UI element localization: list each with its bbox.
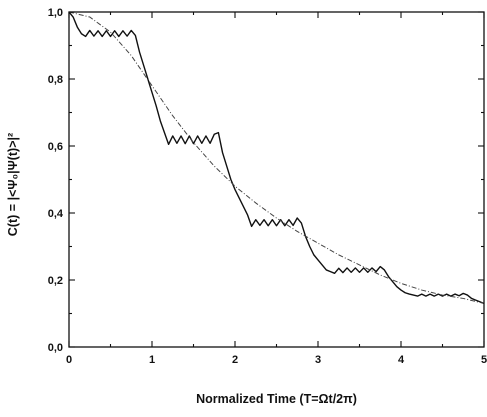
x-tick-label: 4: [398, 354, 405, 366]
y-tick-label: 0,8: [48, 74, 63, 86]
x-tick-label: 2: [232, 354, 238, 366]
y-tick-label: 0,0: [48, 342, 63, 354]
plot-frame: [68, 11, 485, 348]
y-axis-title: C(t) = |<Ψ₀|Ψ(t)>|²: [6, 133, 20, 236]
series-line-dash-dot: [69, 12, 484, 304]
series-line-solid: [69, 12, 484, 305]
series-layer: [69, 12, 484, 305]
x-axis-title: Normalized Time (T=Ωt/2π): [196, 392, 357, 406]
x-tick-label: 5: [481, 354, 487, 366]
y-tick-label: 0,2: [48, 275, 63, 287]
x-tick-label: 0: [66, 354, 72, 366]
x-tick-label: 1: [149, 354, 155, 366]
y-tick-label: 0,4: [48, 208, 64, 220]
y-tick-label: 0,6: [48, 141, 63, 153]
labels-layer: 0 1 2 3 4 5 0,0 0,2 0,4 0,6 0,8 1,0: [48, 7, 487, 366]
ticks-layer: [68, 11, 485, 348]
y-tick-label: 1,0: [48, 7, 63, 19]
x-tick-label: 3: [315, 354, 321, 366]
